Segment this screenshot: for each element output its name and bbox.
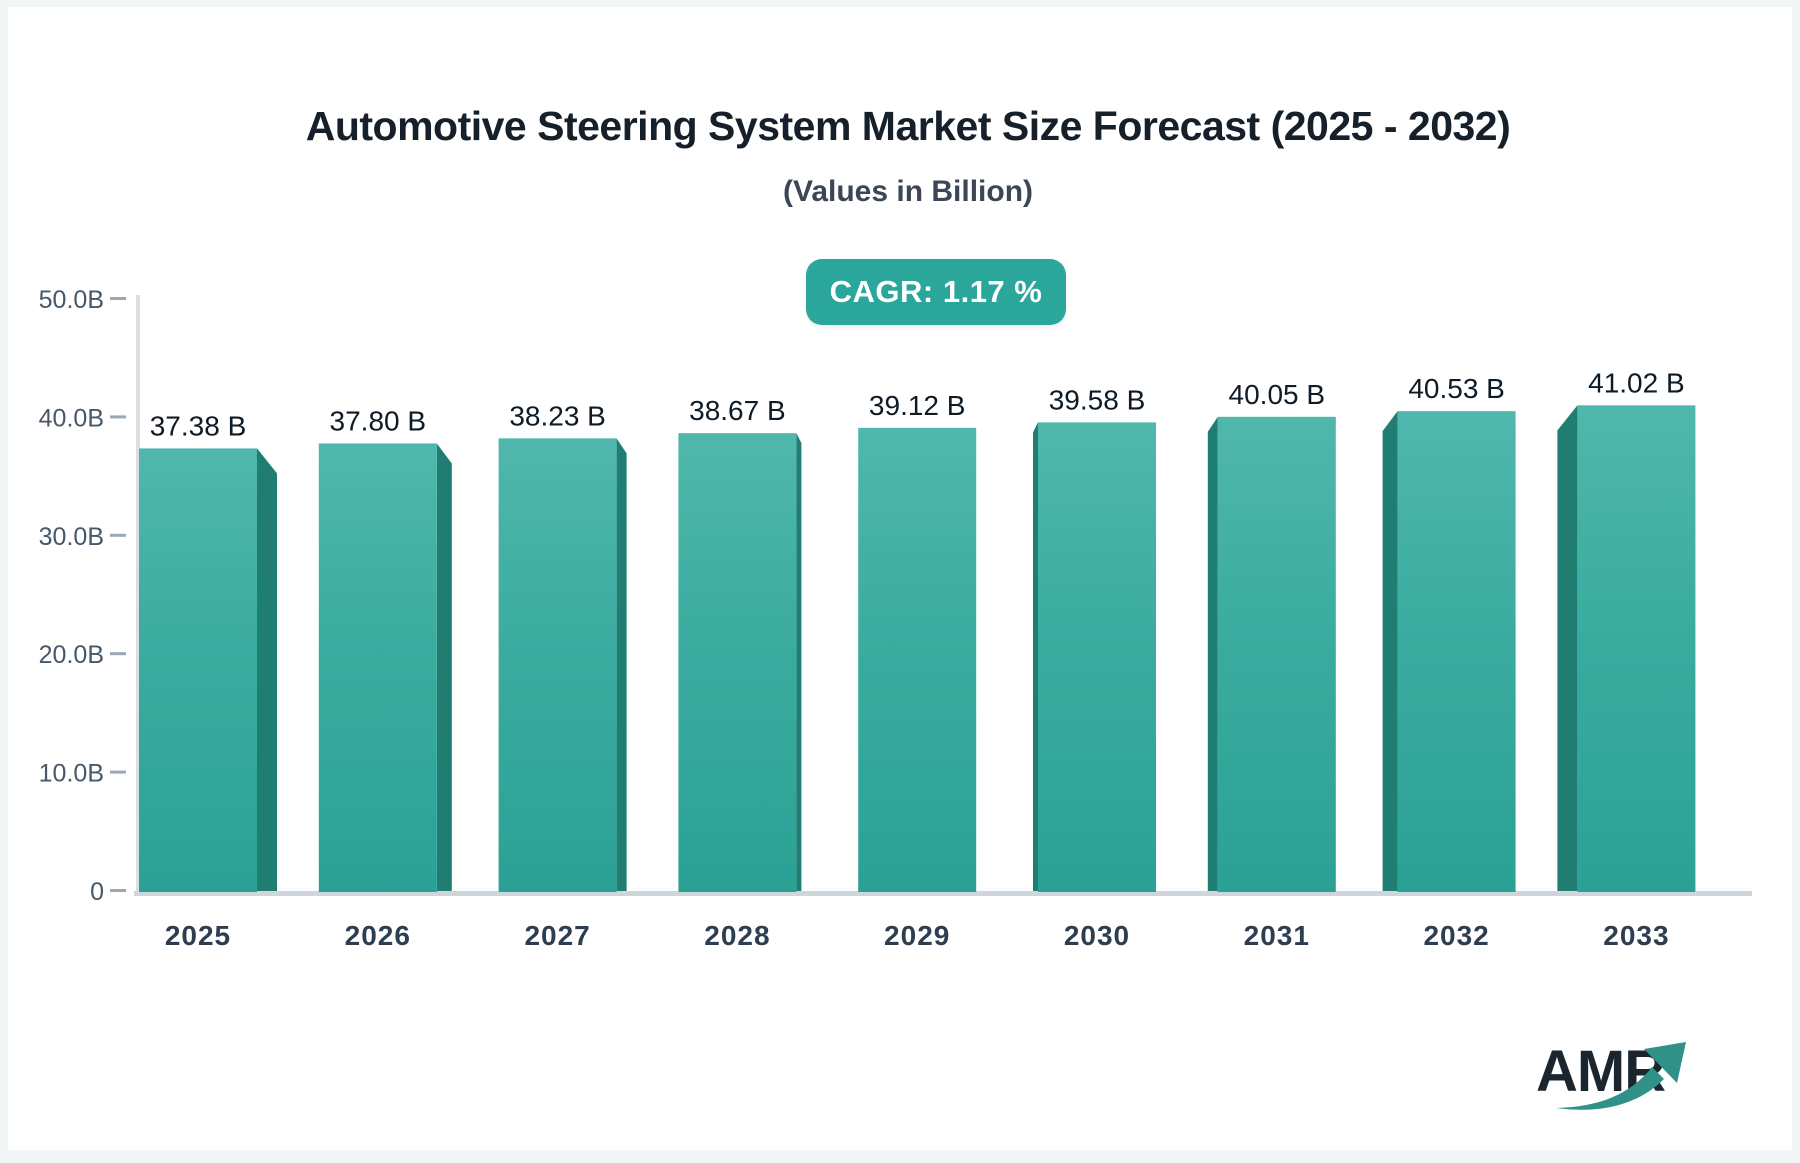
amr-logo-graphic: AMR <box>1536 1039 1686 1110</box>
bar-side-face <box>796 433 802 891</box>
bar-side-face <box>1033 422 1038 891</box>
bar-value-label: 38.67 B <box>689 395 786 426</box>
x-axis-label-2031: 2031 <box>1244 920 1310 951</box>
y-axis-line <box>136 295 140 895</box>
chart-subtitle: (Values in Billion) <box>782 175 1034 208</box>
y-axis-tick-mark <box>110 297 126 300</box>
y-axis-tick-mark <box>110 415 126 419</box>
y-axis-tick-label: 50.0B <box>39 286 104 314</box>
x-axis-label-2030: 2030 <box>1064 920 1130 951</box>
bar-value-label: 39.58 B <box>1049 384 1146 415</box>
bar-2025 <box>139 448 257 892</box>
cagr-badge-label: CAGR: 1.17 % <box>829 274 1043 309</box>
cagr-badge: CAGR: 1.17 % <box>806 259 1066 325</box>
bar-side-face <box>257 448 277 891</box>
y-axis-tick-label: 40.0B <box>39 404 104 432</box>
bar-value-label: 39.12 B <box>869 390 966 421</box>
x-axis-label-2027: 2027 <box>524 920 590 951</box>
bar-value-label: 37.80 B <box>330 405 427 436</box>
y-axis-tick-label: 10.0B <box>39 760 104 788</box>
bar-2031 <box>1217 416 1336 892</box>
bar-value-label: 41.02 B <box>1588 367 1685 398</box>
bar-2030 <box>1038 422 1156 892</box>
bar-2026 <box>318 443 437 892</box>
amr-logo: AMR <box>1536 1035 1726 1119</box>
bar-value-label: 37.38 B <box>150 410 247 441</box>
bar-side-face <box>1557 405 1578 891</box>
bar-value-label: 40.53 B <box>1408 373 1505 404</box>
bar-2033 <box>1577 405 1696 892</box>
bar-side-face <box>616 438 627 891</box>
y-axis-tick-mark <box>110 889 126 892</box>
growth-arrow-head-icon <box>1644 1042 1686 1083</box>
y-axis-tick-mark <box>110 770 126 774</box>
bar-2027 <box>498 438 617 892</box>
x-axis-label-2029: 2029 <box>884 920 950 951</box>
y-axis-tick-label: 30.0B <box>39 523 104 551</box>
x-axis-label-2032: 2032 <box>1423 920 1489 951</box>
y-axis-tick-label: 20.0B <box>39 641 104 669</box>
chart-card: Automotive Steering System Market Size F… <box>8 7 1792 1150</box>
bar-2029 <box>858 427 977 892</box>
bar-side-face <box>1207 416 1218 891</box>
bar-2032 <box>1397 411 1516 892</box>
y-axis-tick-mark <box>110 652 126 656</box>
x-axis-label-2025: 2025 <box>165 920 231 951</box>
bar-side-face <box>436 443 452 891</box>
chart-title: Automotive Steering System Market Size F… <box>305 103 1511 149</box>
bar-chart: 0 10.0B 20.0B 30.0B 40.0B 50.0B 37.38 B 2025 37.… <box>39 286 1752 951</box>
x-axis-label-2028: 2028 <box>704 920 770 951</box>
bar-value-label: 40.05 B <box>1229 379 1326 410</box>
x-axis-label-2026: 2026 <box>345 920 411 951</box>
bar-value-label: 38.23 B <box>509 400 606 431</box>
y-axis-tick-mark <box>110 533 126 537</box>
y-axis-tick-label: 0 <box>90 878 104 906</box>
bar-side-face <box>1382 411 1398 891</box>
x-axis-line <box>134 891 1752 896</box>
bar-2028 <box>678 433 797 892</box>
x-axis-label-2033: 2033 <box>1603 920 1669 951</box>
growth-arrow-icon <box>1556 1067 1664 1110</box>
